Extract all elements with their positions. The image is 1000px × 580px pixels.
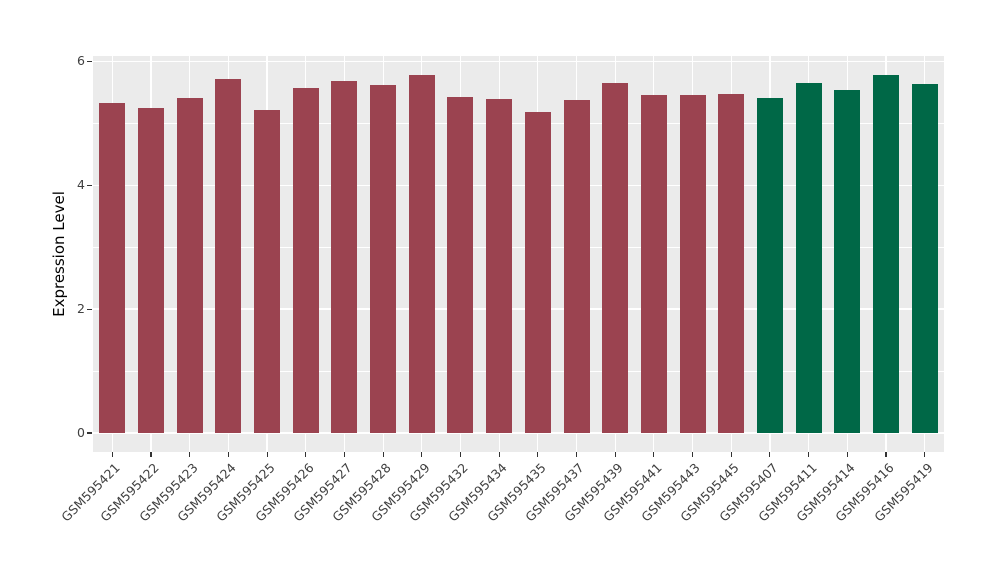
- x-tick-mark: [266, 452, 268, 457]
- y-tick-mark: [87, 60, 92, 62]
- bar-GSM595419: [911, 83, 938, 433]
- x-tick-mark: [614, 452, 616, 457]
- x-tick-mark: [498, 452, 500, 457]
- y-tick-mark: [87, 308, 92, 310]
- x-tick-mark: [924, 452, 926, 457]
- bar-GSM595423: [176, 98, 203, 433]
- y-tick-label: 2: [77, 301, 85, 317]
- x-tick-mark: [730, 452, 732, 457]
- bar-GSM595439: [602, 82, 629, 433]
- bar-GSM595435: [524, 112, 551, 433]
- x-tick-mark: [575, 452, 578, 457]
- x-tick-mark: [653, 452, 655, 457]
- bar-GSM595425: [254, 109, 281, 433]
- y-tick-label: 4: [77, 177, 85, 193]
- x-tick-mark: [769, 452, 771, 457]
- plot-panel: [93, 56, 944, 452]
- minor-gridline-y5: [93, 122, 944, 124]
- x-tick-mark: [421, 452, 423, 457]
- x-tick-mark: [885, 452, 887, 457]
- bar-GSM595434: [486, 99, 513, 433]
- bar-GSM595443: [679, 94, 706, 433]
- bar-GSM595427: [331, 80, 358, 433]
- bar-GSM595422: [138, 108, 165, 433]
- x-tick-mark: [537, 452, 539, 457]
- bar-GSM595411: [795, 82, 822, 433]
- y-tick-label: 6: [77, 53, 85, 69]
- y-tick-mark: [87, 184, 92, 186]
- bar-GSM595421: [99, 102, 126, 433]
- bar-GSM595432: [447, 97, 474, 433]
- x-tick-mark: [305, 452, 307, 457]
- bar-GSM595426: [292, 87, 319, 433]
- major-gridline-y6: [93, 60, 944, 62]
- x-tick-mark: [227, 452, 229, 457]
- x-tick-mark: [343, 452, 345, 457]
- x-tick-mark: [846, 452, 848, 457]
- x-tick-mark: [459, 452, 462, 457]
- bar-GSM595429: [408, 74, 435, 433]
- major-gridline-y4: [93, 184, 944, 186]
- x-tick-mark: [808, 452, 810, 457]
- y-tick-mark: [87, 432, 92, 434]
- major-gridline-y2: [93, 308, 944, 310]
- bar-GSM595416: [872, 74, 899, 433]
- minor-gridline-y3: [93, 246, 944, 248]
- y-tick-label: 0: [77, 425, 85, 440]
- bar-GSM595414: [834, 90, 861, 433]
- bar-GSM595445: [718, 94, 745, 433]
- minor-gridline-y1: [93, 370, 944, 372]
- major-gridline-y0: [93, 432, 944, 434]
- x-tick-mark: [150, 452, 152, 457]
- y-axis-title-text: Expression Level: [50, 191, 68, 317]
- bar-GSM595437: [563, 100, 590, 433]
- x-tick-mark: [382, 452, 384, 457]
- x-tick-mark: [692, 452, 694, 457]
- bar-GSM595441: [640, 94, 667, 433]
- bar-GSM595407: [756, 97, 783, 433]
- bar-GSM595424: [215, 78, 242, 433]
- x-tick-mark: [189, 452, 191, 457]
- bar-GSM595428: [370, 84, 397, 433]
- x-tick-mark: [111, 452, 113, 457]
